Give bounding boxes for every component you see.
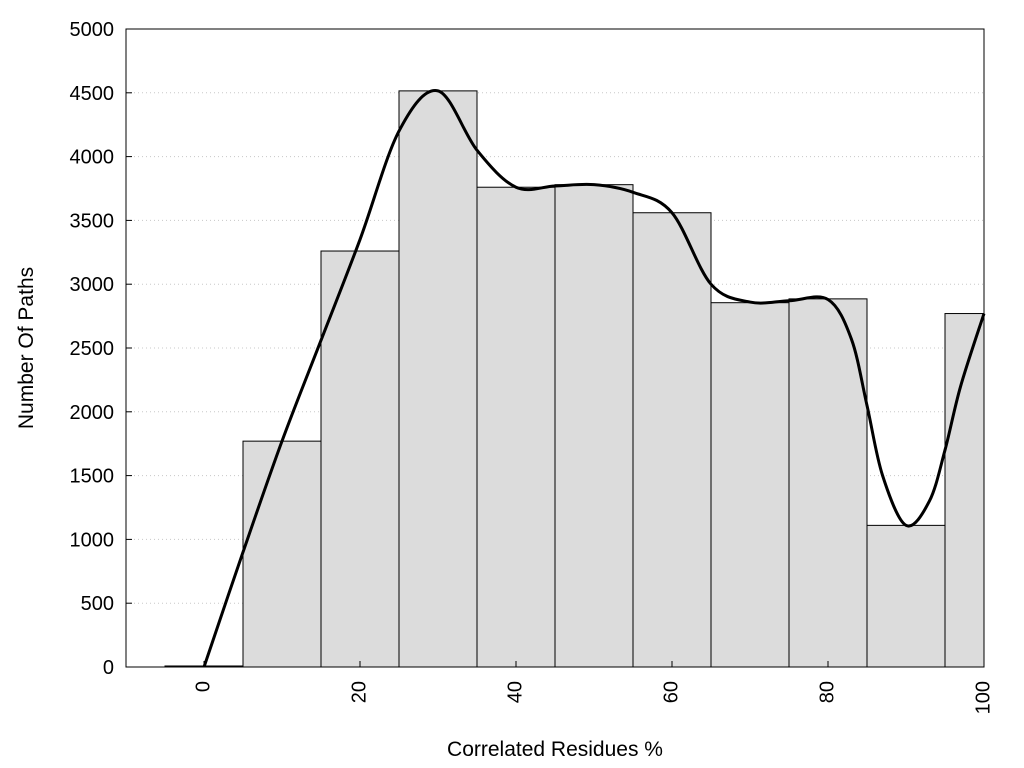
- x-tick-label: 60: [660, 681, 682, 703]
- histogram-bar: [554, 184, 634, 668]
- y-tick-label: 2500: [70, 338, 115, 360]
- x-tick-label: 80: [816, 681, 838, 703]
- bars: [164, 90, 985, 668]
- y-axis-ticks: 0 500 1000 1500 2000 2500 3000 3500 4000 4500 5000: [70, 19, 132, 679]
- x-axis-ticks: 0 20 40 60 80 100: [192, 661, 994, 714]
- x-tick-label: 40: [504, 681, 526, 703]
- smooth-curve: [202, 89, 986, 668]
- y-tick-label: 500: [81, 593, 114, 615]
- y-tick-label: 2000: [70, 402, 115, 424]
- x-tick-label: 20: [348, 681, 370, 703]
- x-tick-label: 100: [972, 681, 994, 714]
- histogram-bar: [632, 212, 712, 668]
- histogram-bar: [866, 524, 946, 668]
- y-tick-label: 1500: [70, 466, 115, 488]
- histogram-bar: [710, 302, 790, 668]
- histogram-bar: [476, 186, 556, 668]
- density-curve: [202, 89, 986, 668]
- histogram-bar: [944, 313, 985, 668]
- y-tick-label: 4500: [70, 83, 115, 105]
- x-axis-title: Correlated Residues %: [447, 738, 663, 761]
- y-tick-label: 1000: [70, 529, 115, 551]
- y-tick-label: 4000: [70, 147, 115, 169]
- y-tick-label: 0: [103, 657, 114, 679]
- x-tick-label: 0: [192, 681, 214, 692]
- histogram-bar: [398, 90, 478, 668]
- y-tick-label: 5000: [70, 19, 115, 41]
- histogram-bar: [242, 440, 322, 668]
- y-tick-label: 3500: [70, 210, 115, 232]
- y-tick-label: 3000: [70, 274, 115, 296]
- y-axis-title: Number Of Paths: [15, 267, 38, 429]
